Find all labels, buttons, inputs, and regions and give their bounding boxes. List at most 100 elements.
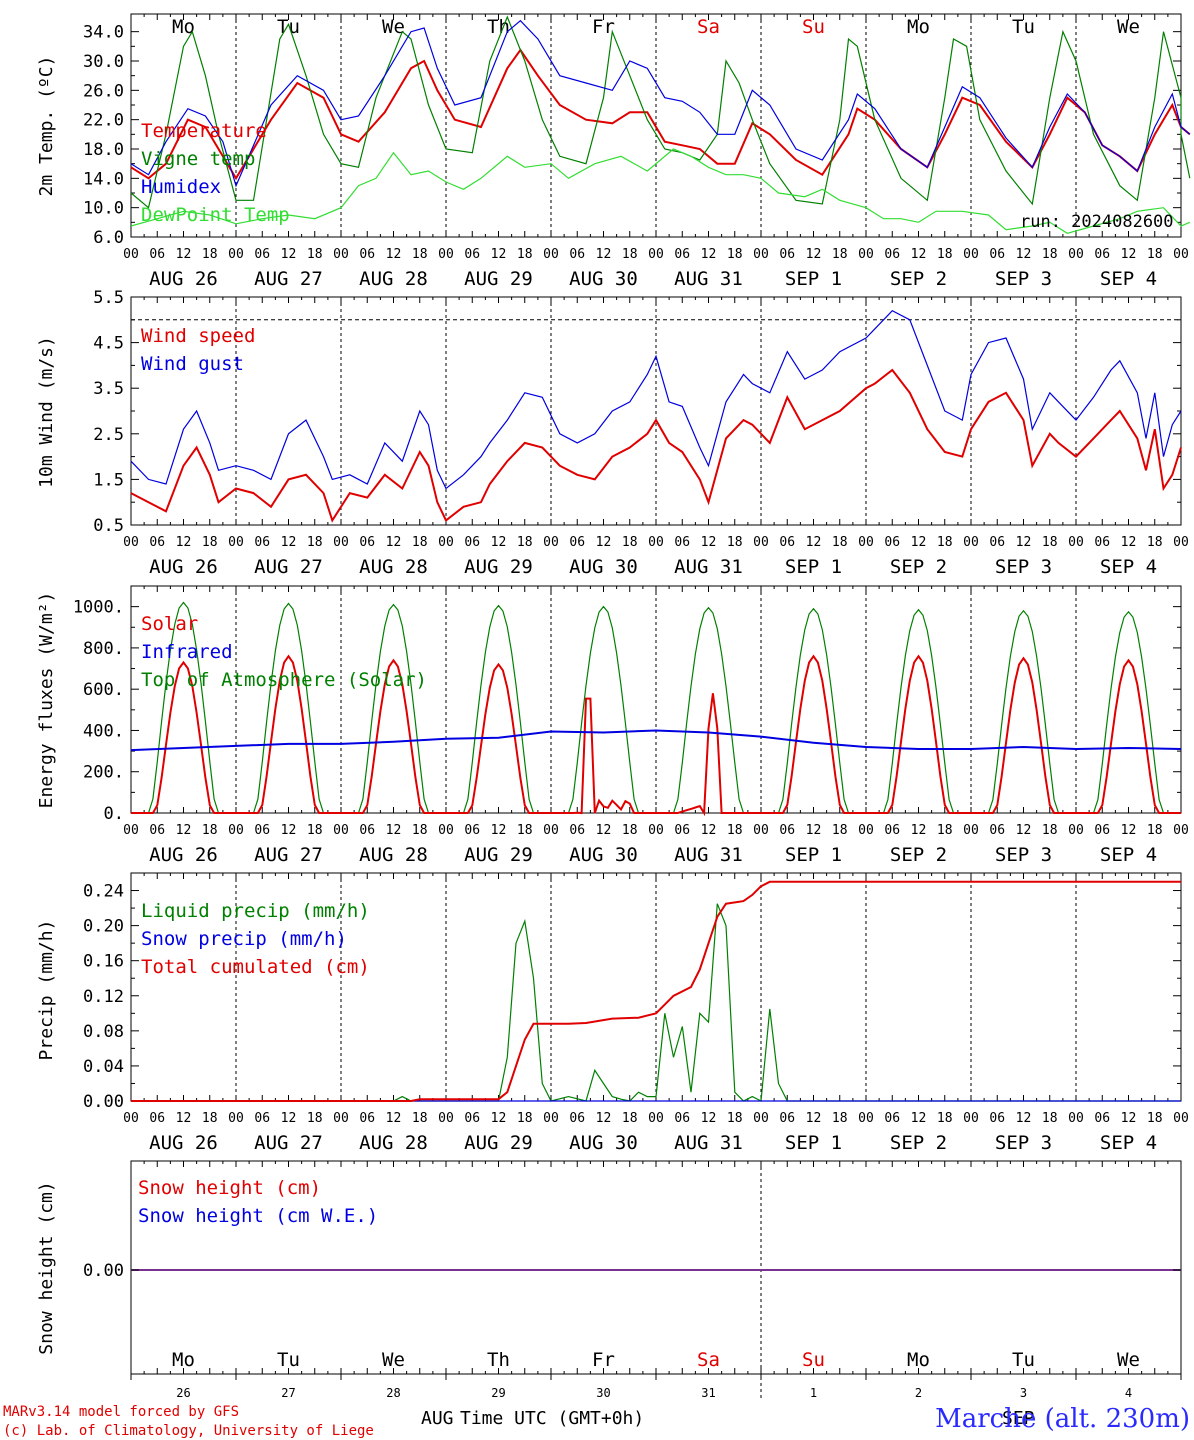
hour-tick-label: 12 bbox=[1121, 247, 1137, 262]
hour-tick-label: 18 bbox=[307, 1111, 323, 1126]
hour-tick-label: 00 bbox=[1173, 247, 1189, 262]
y-tick-label: 800. bbox=[83, 639, 124, 659]
hour-tick-label: 12 bbox=[1121, 823, 1137, 838]
y-tick-label: 0.12 bbox=[83, 987, 124, 1007]
location-label: Marche (alt. 230m) bbox=[935, 1404, 1190, 1434]
hour-tick-label: 00 bbox=[438, 247, 454, 262]
date-label: AUG 28 bbox=[359, 844, 428, 866]
x-axis-label: Time UTC (GMT+0h) bbox=[460, 1408, 644, 1429]
hour-tick-label: 00 bbox=[333, 535, 349, 550]
date-label: SEP 3 bbox=[995, 268, 1052, 290]
hour-tick-label: 06 bbox=[149, 247, 165, 262]
hour-tick-label: 06 bbox=[569, 823, 585, 838]
hour-tick-label: 12 bbox=[911, 535, 927, 550]
hour-tick-label: 00 bbox=[123, 247, 139, 262]
hour-tick-label: 18 bbox=[727, 247, 743, 262]
y-tick-label: 14.0 bbox=[83, 169, 124, 189]
day-number-label: 29 bbox=[491, 1386, 505, 1400]
date-label: AUG 29 bbox=[464, 268, 533, 290]
date-label: SEP 3 bbox=[995, 556, 1052, 578]
y-axis-label: Snow height (cm) bbox=[36, 1181, 57, 1354]
y-axis-label: 10m Wind (m/s) bbox=[36, 336, 57, 488]
hour-tick-label: 06 bbox=[989, 535, 1005, 550]
y-tick-label: 0.5 bbox=[93, 516, 124, 536]
date-label: AUG 28 bbox=[359, 1132, 428, 1154]
day-number-label: 2 bbox=[915, 1386, 922, 1400]
hour-tick-label: 00 bbox=[1173, 1111, 1189, 1126]
hour-tick-label: 00 bbox=[1068, 247, 1084, 262]
hour-tick-label: 06 bbox=[989, 247, 1005, 262]
hour-tick-label: 06 bbox=[254, 1111, 270, 1126]
weekday-label: Th bbox=[487, 16, 510, 38]
hour-tick-label: 12 bbox=[596, 247, 612, 262]
hour-tick-label: 18 bbox=[412, 535, 428, 550]
hour-tick-label: 06 bbox=[779, 823, 795, 838]
hour-tick-label: 00 bbox=[228, 247, 244, 262]
hour-tick-label: 00 bbox=[333, 1111, 349, 1126]
weekday-label: Tu bbox=[277, 1349, 300, 1371]
hour-tick-label: 00 bbox=[963, 823, 979, 838]
series-dewpoint-temp bbox=[130, 148, 1191, 234]
date-label: SEP 3 bbox=[995, 1132, 1052, 1154]
date-label: AUG 26 bbox=[149, 268, 218, 290]
legend-entry: Humidex bbox=[141, 176, 221, 198]
legend-entry: Wind speed bbox=[141, 325, 255, 347]
series-vigne-temp bbox=[130, 15, 1191, 209]
hour-tick-label: 12 bbox=[806, 247, 822, 262]
date-label: AUG 31 bbox=[674, 268, 743, 290]
series-total-cumulated-cm- bbox=[131, 880, 1181, 1102]
date-label: SEP 1 bbox=[785, 556, 842, 578]
hour-tick-label: 18 bbox=[937, 247, 953, 262]
hour-tick-label: 06 bbox=[884, 535, 900, 550]
hour-tick-label: 18 bbox=[937, 535, 953, 550]
weekday-label: Sa bbox=[697, 1349, 720, 1371]
hour-tick-label: 18 bbox=[832, 247, 848, 262]
date-label: AUG 31 bbox=[674, 844, 743, 866]
hour-tick-label: 12 bbox=[596, 823, 612, 838]
hour-tick-label: 06 bbox=[569, 1111, 585, 1126]
hour-tick-label: 18 bbox=[937, 823, 953, 838]
hour-tick-label: 12 bbox=[701, 1111, 717, 1126]
date-label: SEP 2 bbox=[890, 556, 947, 578]
weekday-label: Mo bbox=[172, 1349, 195, 1371]
weekday-label: Mo bbox=[172, 16, 195, 38]
legend-entry: Infrared bbox=[141, 641, 233, 663]
hour-tick-label: 06 bbox=[1094, 823, 1110, 838]
hour-tick-label: 12 bbox=[491, 535, 507, 550]
day-number-label: 30 bbox=[596, 1386, 610, 1400]
legend-entry: Top of Atmosphere (Solar) bbox=[141, 669, 427, 691]
series-humidex bbox=[130, 19, 1191, 188]
hour-tick-label: 12 bbox=[911, 823, 927, 838]
weekday-label: Tu bbox=[1012, 1349, 1035, 1371]
legend-entry: Snow height (cm) bbox=[138, 1177, 321, 1199]
hour-tick-label: 12 bbox=[281, 823, 297, 838]
legend-entry: Liquid precip (mm/h) bbox=[141, 900, 370, 922]
date-label: SEP 1 bbox=[785, 1132, 842, 1154]
hour-tick-label: 00 bbox=[228, 1111, 244, 1126]
hour-tick-label: 18 bbox=[1042, 535, 1058, 550]
weekday-label: Tu bbox=[1012, 16, 1035, 38]
hour-tick-label: 00 bbox=[648, 247, 664, 262]
hour-tick-label: 06 bbox=[779, 247, 795, 262]
hour-tick-label: 12 bbox=[281, 247, 297, 262]
date-label: AUG 28 bbox=[359, 556, 428, 578]
hour-tick-label: 00 bbox=[543, 247, 559, 262]
hour-tick-label: 12 bbox=[176, 1111, 192, 1126]
hour-tick-label: 00 bbox=[543, 1111, 559, 1126]
y-axis-label: Energy fluxes (W/m²) bbox=[36, 592, 57, 809]
hour-tick-label: 18 bbox=[202, 247, 218, 262]
hour-tick-label: 12 bbox=[281, 535, 297, 550]
temperature-panel: 00 06 12 18 AUG 26 00 06 12 18 AUG 27 00 06 12 18 AUG … bbox=[36, 13, 1191, 290]
date-label: SEP 4 bbox=[1100, 268, 1157, 290]
credit-line-2: (c) Lab. of Climatology, University of L… bbox=[3, 1423, 374, 1439]
hour-tick-label: 18 bbox=[1042, 247, 1058, 262]
hour-tick-label: 00 bbox=[333, 247, 349, 262]
hour-tick-label: 00 bbox=[438, 823, 454, 838]
y-tick-label: 0.16 bbox=[83, 952, 124, 972]
hour-tick-label: 00 bbox=[333, 823, 349, 838]
credit-line-1: MARv3.14 model forced by GFS bbox=[3, 1404, 239, 1420]
date-label: SEP 2 bbox=[890, 1132, 947, 1154]
day-number-label: 28 bbox=[386, 1386, 400, 1400]
hour-tick-label: 00 bbox=[123, 823, 139, 838]
hour-tick-label: 00 bbox=[648, 823, 664, 838]
